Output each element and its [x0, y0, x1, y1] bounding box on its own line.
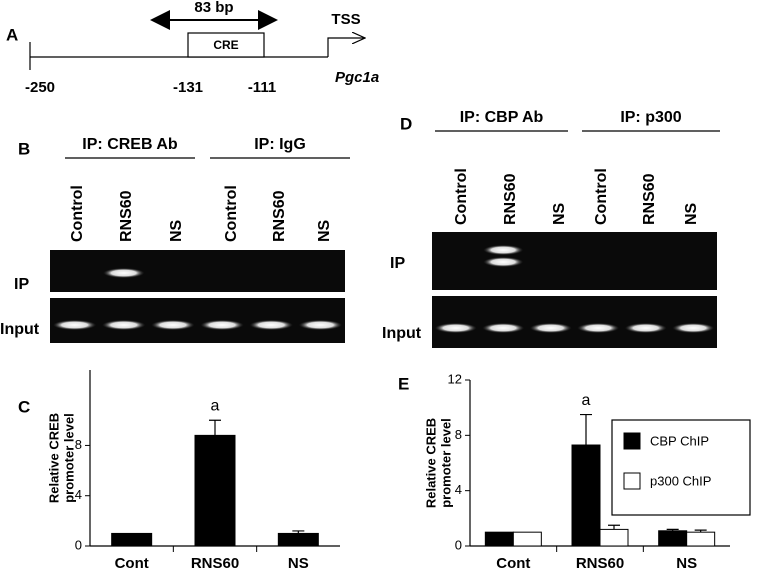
x-tick-label: RNS60	[191, 555, 239, 572]
x-tick-label: NS	[288, 555, 309, 572]
bar	[111, 532, 153, 547]
bar	[194, 434, 236, 547]
bar	[484, 531, 514, 547]
error-bar	[694, 529, 707, 533]
band	[434, 323, 477, 333]
gel-input	[432, 296, 717, 348]
lane-label: Control	[593, 168, 610, 225]
lane-label: NS	[683, 202, 700, 225]
band	[483, 257, 524, 267]
y-tick-label: 8	[75, 437, 82, 452]
band	[151, 320, 195, 330]
gels: IP: CREB Ab IP: IgG Control RNS60 NS Control R…	[0, 109, 720, 348]
panel-label: B	[18, 139, 30, 158]
panel-label: E	[398, 374, 409, 393]
y-axis-label: promoter level	[438, 418, 453, 508]
gel-ip	[50, 250, 345, 292]
error-bar	[608, 524, 620, 530]
row-label: Input	[382, 325, 422, 342]
group-label: IP: CREB Ab	[82, 136, 178, 153]
y-axis-label: Relative CREB	[423, 418, 438, 508]
lane-label: NS	[168, 219, 185, 242]
span-label: 83 bp	[194, 0, 233, 16]
annotation: a	[582, 392, 591, 409]
group-label: IP: CBP Ab	[460, 109, 544, 126]
y-axis-label: promoter level	[61, 413, 76, 503]
y-tick-label: 0	[75, 537, 82, 552]
x-tick-label: Cont	[496, 555, 530, 572]
y-tick-label: 12	[448, 371, 462, 386]
legend-label: CBP ChIP	[650, 433, 709, 448]
panel-label: A	[6, 25, 18, 44]
band	[482, 323, 525, 333]
error-bar	[580, 413, 592, 446]
group-label: IP: p300	[620, 109, 681, 126]
band	[103, 268, 145, 278]
y-tick-label: 0	[455, 537, 462, 552]
lane-label: RNS60	[502, 173, 519, 225]
y-tick-label: 8	[455, 427, 462, 442]
tss-label: TSS	[331, 11, 360, 28]
error-bar	[292, 530, 305, 534]
band	[577, 323, 620, 333]
bar	[599, 528, 629, 547]
lane-label: NS	[551, 202, 568, 225]
band	[529, 323, 572, 333]
lane-label: RNS60	[118, 190, 135, 242]
cre-box	[187, 32, 265, 58]
bar	[686, 531, 716, 547]
tss-arrow	[327, 38, 365, 57]
bar	[571, 444, 601, 547]
gene-label: Pgc1a	[335, 69, 379, 86]
lane-label: RNS60	[271, 190, 288, 242]
position-label: -250	[25, 79, 55, 96]
position-label: -131	[173, 79, 203, 96]
band	[483, 245, 524, 255]
lane-label: Control	[69, 185, 86, 242]
panel-a: A CRE 83 bp TSS -250 -131 -111 Pgc1a	[6, 0, 379, 96]
annotation: a	[211, 398, 220, 415]
band	[102, 320, 146, 330]
bar	[277, 532, 319, 547]
panel-label: D	[400, 114, 412, 133]
x-tick-label: NS	[676, 555, 697, 572]
x-tick-label: Cont	[115, 555, 149, 572]
lane-label: Control	[223, 185, 240, 242]
position-label: -111	[248, 79, 276, 96]
gel-ip	[432, 232, 717, 290]
gel-input	[50, 298, 345, 343]
legend-swatch	[623, 432, 641, 450]
y-tick-label: 4	[455, 482, 462, 497]
cre-label: CRE	[213, 38, 238, 52]
band	[52, 320, 97, 330]
band	[624, 323, 667, 333]
panel-label: C	[18, 397, 30, 416]
lane-label: NS	[316, 219, 333, 242]
row-label: Input	[0, 321, 40, 338]
band	[672, 323, 715, 333]
error-bar	[666, 528, 679, 531]
lane-label: RNS60	[641, 173, 658, 225]
error-bar	[209, 419, 221, 436]
x-tick-label: RNS60	[576, 555, 624, 572]
y-axis-label: Relative CREB	[46, 413, 61, 503]
band	[249, 320, 293, 330]
bar	[658, 530, 688, 547]
band	[298, 320, 343, 330]
y-tick-label: 4	[75, 487, 82, 502]
lane-label: Control	[453, 168, 470, 225]
group-label: IP: IgG	[254, 136, 306, 153]
row-label: IP	[390, 255, 405, 272]
legend-swatch	[623, 472, 641, 490]
legend-label: p300 ChIP	[650, 473, 711, 488]
row-label: IP	[14, 276, 29, 293]
band	[200, 320, 244, 330]
bar	[512, 531, 542, 547]
